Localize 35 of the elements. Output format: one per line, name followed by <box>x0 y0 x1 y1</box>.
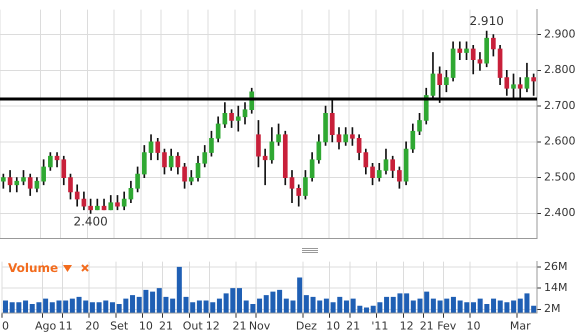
y-tick-label: 2.800 <box>544 63 576 76</box>
x-tick-label: 10 <box>466 319 480 332</box>
x-tick-label: Dez <box>296 319 318 332</box>
annotation: 2.910 <box>469 14 504 28</box>
candlestick <box>511 74 516 100</box>
y-tick-label: 2.500 <box>544 170 576 184</box>
y-tick-label: 2.900 <box>544 27 576 40</box>
y-tick-label: 2.600 <box>544 134 576 148</box>
x-tick-label: 0 <box>2 319 9 332</box>
x-tick-label: Mar <box>510 319 532 332</box>
y-tick-label: 2.700 <box>544 98 576 112</box>
annotation: 2.400 <box>73 214 108 228</box>
chart-title: Volume <box>8 261 58 275</box>
x-tick-label: 12 <box>206 319 220 332</box>
x-tick-label: 21 <box>420 319 434 332</box>
x-tick-label: 21 <box>158 319 173 332</box>
x-tick-label: Fev <box>437 319 457 332</box>
y-tick-label: 14M <box>544 280 568 294</box>
x-tick-label: 21 <box>346 319 360 332</box>
x-tick-label: 11 <box>58 319 73 332</box>
x-tick-label: 10 <box>138 319 153 332</box>
candlestick <box>478 52 482 71</box>
x-tick-label: Nov <box>248 319 271 332</box>
candlestick <box>464 41 469 60</box>
y-tick-label: 26M <box>544 260 568 273</box>
x-tick-label: '11 <box>371 319 388 332</box>
x-tick-label: 10 <box>326 319 340 332</box>
x-tick-label: 20 <box>85 319 100 332</box>
x-tick-label: Ago <box>34 319 56 332</box>
x-tick-label: Out <box>182 319 204 332</box>
x-tick-label: 12 <box>400 319 414 332</box>
y-tick-label: 2.400 <box>544 206 576 220</box>
x-tick-label: Set <box>110 319 129 332</box>
x-tick-label: 21 <box>232 319 246 332</box>
y-tick-label: 2M <box>544 302 560 316</box>
